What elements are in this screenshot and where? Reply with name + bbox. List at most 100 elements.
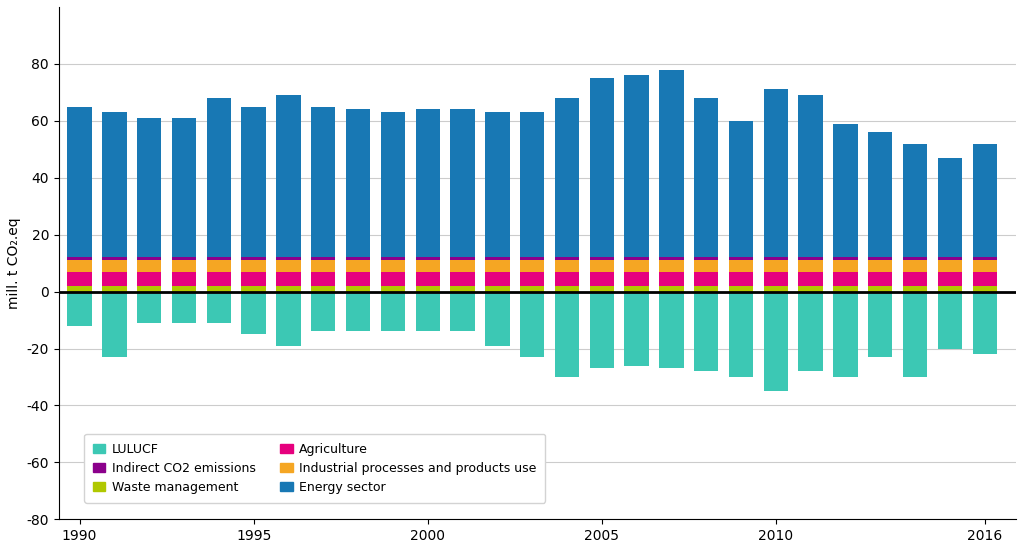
Bar [834, 124, 857, 257]
Bar [973, 272, 996, 286]
Bar [102, 272, 127, 286]
Bar [172, 272, 196, 286]
Bar [450, 257, 475, 260]
Bar [589, 272, 614, 286]
Bar [624, 286, 649, 292]
Bar [554, 292, 579, 377]
Bar [450, 260, 475, 272]
Bar [137, 286, 162, 292]
Bar [520, 272, 544, 286]
Bar [938, 272, 962, 286]
Bar [68, 292, 92, 326]
Bar [799, 286, 822, 292]
Bar [728, 272, 753, 286]
Bar [241, 286, 266, 292]
Bar [346, 257, 370, 260]
Bar [520, 257, 544, 260]
Bar [763, 286, 788, 292]
Bar [102, 260, 127, 272]
Bar [694, 260, 718, 272]
Bar [172, 118, 196, 257]
Bar [589, 286, 614, 292]
Bar [834, 260, 857, 272]
Bar [834, 286, 857, 292]
Bar [763, 292, 788, 391]
Bar [172, 257, 196, 260]
Bar [799, 257, 822, 260]
Bar [728, 121, 753, 257]
Bar [869, 292, 892, 357]
Bar [659, 69, 683, 257]
Bar [68, 257, 92, 260]
Bar [694, 292, 718, 371]
Bar [554, 98, 579, 257]
Bar [554, 272, 579, 286]
Bar [903, 286, 927, 292]
Bar [415, 257, 440, 260]
Bar [659, 257, 683, 260]
Bar [624, 257, 649, 260]
Bar [102, 257, 127, 260]
Bar [241, 257, 266, 260]
Bar [241, 272, 266, 286]
Bar [728, 260, 753, 272]
Bar [276, 292, 301, 346]
Bar [659, 260, 683, 272]
Bar [207, 257, 231, 260]
Bar [659, 292, 683, 368]
Bar [207, 260, 231, 272]
Bar [624, 272, 649, 286]
Bar [415, 109, 440, 257]
Bar [102, 292, 127, 357]
Bar [241, 260, 266, 272]
Bar [869, 132, 892, 257]
Bar [346, 292, 370, 332]
Bar [485, 260, 509, 272]
Bar [68, 272, 92, 286]
Bar [415, 260, 440, 272]
Bar [834, 257, 857, 260]
Bar [241, 107, 266, 257]
Bar [450, 109, 475, 257]
Bar [589, 257, 614, 260]
Bar [381, 292, 405, 332]
Bar [172, 260, 196, 272]
Bar [137, 257, 162, 260]
Bar [137, 292, 162, 323]
Bar [763, 257, 788, 260]
Bar [763, 272, 788, 286]
Bar [311, 292, 336, 332]
Bar [102, 286, 127, 292]
Bar [346, 286, 370, 292]
Bar [763, 260, 788, 272]
Bar [381, 112, 405, 257]
Bar [381, 257, 405, 260]
Bar [869, 272, 892, 286]
Bar [903, 260, 927, 272]
Bar [311, 286, 336, 292]
Bar [381, 272, 405, 286]
Bar [381, 260, 405, 272]
Bar [207, 272, 231, 286]
Bar [973, 292, 996, 354]
Bar [137, 118, 162, 257]
Bar [311, 107, 336, 257]
Bar [68, 260, 92, 272]
Bar [311, 257, 336, 260]
Bar [450, 272, 475, 286]
Bar [799, 272, 822, 286]
Bar [102, 112, 127, 257]
Bar [973, 260, 996, 272]
Bar [659, 272, 683, 286]
Bar [68, 107, 92, 257]
Bar [485, 272, 509, 286]
Bar [728, 292, 753, 377]
Bar [589, 292, 614, 368]
Bar [763, 90, 788, 257]
Bar [172, 286, 196, 292]
Bar [659, 286, 683, 292]
Bar [450, 292, 475, 332]
Bar [938, 260, 962, 272]
Bar [938, 286, 962, 292]
Bar [485, 292, 509, 346]
